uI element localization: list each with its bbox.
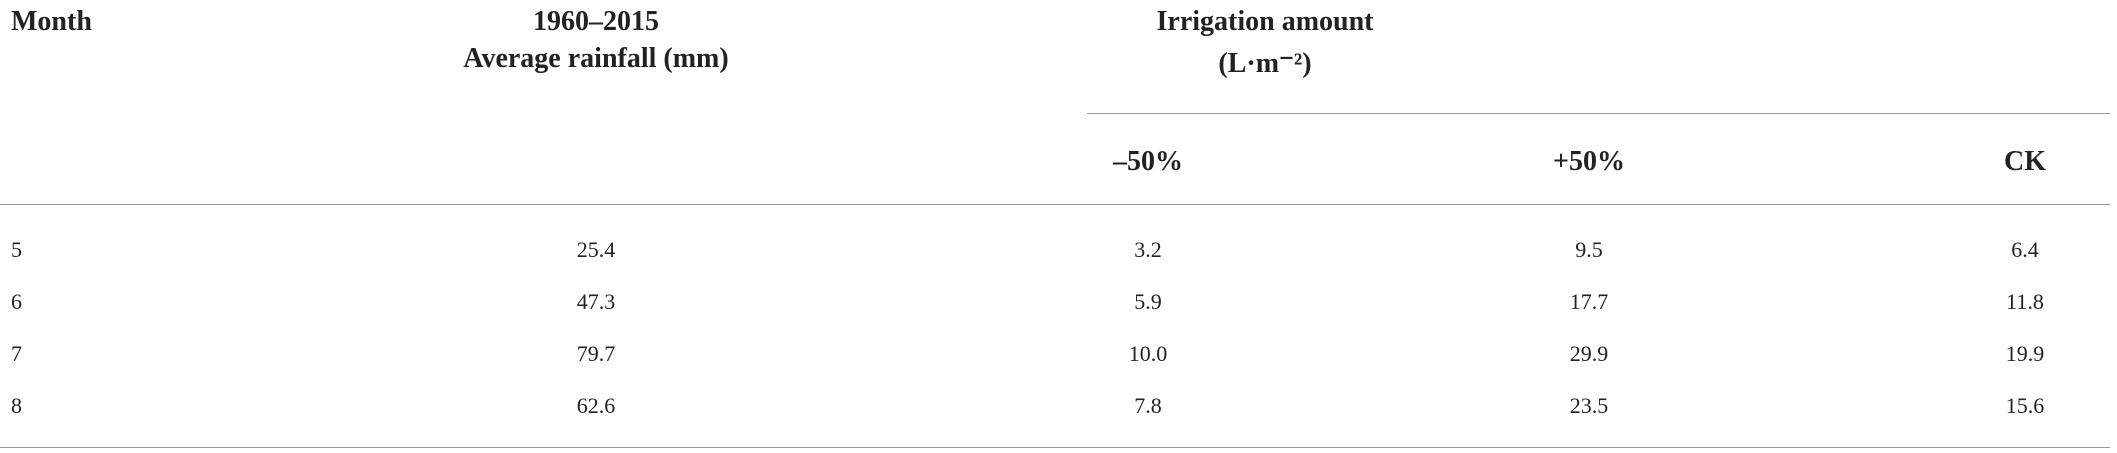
month-cell: 6 (11, 289, 22, 314)
cell: 6.4 (2011, 237, 2039, 262)
header-rule (1087, 113, 2110, 114)
header-irrigation: Irrigation amount (1156, 6, 1374, 37)
subheader: +50% (1553, 146, 1625, 177)
cell: 62.6 (576, 393, 616, 418)
cell: 25.4 (576, 237, 616, 262)
cell: 79.7 (576, 341, 616, 366)
cell: 9.5 (1575, 237, 1603, 262)
header-unit: (L·m⁻²) (1218, 48, 1312, 79)
cell: 15.6 (2005, 393, 2045, 418)
cell: 3.2 (1134, 237, 1162, 262)
header-period: 1960–2015 (533, 6, 659, 37)
cell: 17.7 (1569, 289, 1609, 314)
header-bottom-rule (0, 204, 2110, 205)
header-rainfall: Average rainfall (mm) (463, 43, 729, 74)
subheader: –50% (1113, 146, 1183, 177)
cell: 11.8 (2006, 289, 2044, 314)
month-cell: 5 (11, 237, 22, 262)
month-cell: 8 (11, 393, 22, 418)
cell: 19.9 (2005, 341, 2045, 366)
month-cell: 7 (11, 341, 22, 366)
header-month: Month (11, 6, 92, 37)
table-bottom-rule (0, 447, 2110, 448)
cell: 29.9 (1569, 341, 1609, 366)
subheader: CK (2004, 146, 2046, 177)
cell: 23.5 (1569, 393, 1609, 418)
cell: 10.0 (1128, 341, 1168, 366)
cell: 47.3 (576, 289, 616, 314)
cell: 5.9 (1134, 289, 1162, 314)
cell: 7.8 (1134, 393, 1162, 418)
